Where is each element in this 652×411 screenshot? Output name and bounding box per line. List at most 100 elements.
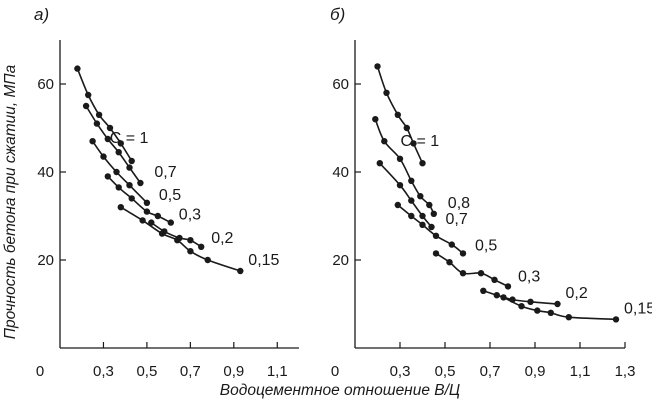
- data-point: [459, 250, 467, 257]
- panel-1-axes: а) 0 0,3 0,5 0,7 0,9 1,1 20 40 60: [34, 5, 299, 380]
- data-point: [117, 204, 125, 211]
- data-point: [126, 182, 133, 189]
- data-point: [518, 303, 525, 310]
- data-point: [85, 91, 92, 99]
- data-point: [374, 63, 381, 70]
- data-point: [534, 307, 541, 314]
- data-point: [204, 256, 211, 264]
- series-label: 0,15: [248, 252, 279, 269]
- x-tick-label: 0,5: [136, 363, 157, 380]
- data-point: [448, 241, 455, 248]
- y-tick-label: 60: [37, 76, 54, 93]
- data-point: [82, 102, 90, 110]
- data-point: [410, 140, 417, 147]
- data-point: [430, 210, 437, 217]
- data-point: [187, 248, 194, 255]
- data-point: [137, 179, 144, 187]
- data-point: [419, 221, 426, 228]
- data-point: [408, 177, 415, 184]
- x-tick-label: 0,5: [435, 363, 456, 380]
- data-point: [139, 217, 146, 224]
- series-label: 0,7: [154, 164, 176, 181]
- data-point: [187, 237, 194, 244]
- x-tick-label: 1,1: [570, 363, 591, 380]
- data-point: [174, 237, 181, 244]
- data-point: [128, 157, 135, 165]
- x-tick-label: 0,3: [390, 363, 411, 380]
- panel-label: б): [330, 5, 345, 24]
- data-point: [237, 267, 244, 275]
- panel-2-series-7: 0,15: [500, 294, 652, 323]
- series-label: 0,15: [624, 300, 652, 317]
- panel-2-series-6: 0,2: [480, 285, 588, 308]
- data-point: [143, 199, 151, 206]
- data-point: [383, 89, 390, 97]
- series-line: [483, 290, 558, 305]
- panel-1-series-6: 0,15: [117, 204, 280, 275]
- data-point: [459, 270, 467, 277]
- data-point: [477, 270, 485, 277]
- axes-layer: а) 0 0,3 0,5 0,7 0,9 1,1 20 40 60 б) 0 0,3 0,5 0,7 0,9 1…: [34, 5, 635, 380]
- x-tick-label: 0,7: [180, 363, 201, 380]
- y-tick-label: 60: [332, 76, 349, 93]
- data-point: [100, 153, 107, 160]
- series-label: 0,5: [475, 237, 497, 254]
- data-point: [154, 212, 161, 220]
- data-point: [446, 259, 453, 266]
- series-line: [76, 68, 133, 162]
- series-label: С = 1: [401, 133, 440, 150]
- panel-1-series-2: 0,7: [82, 102, 177, 187]
- x-axis-title: Водоцементное отношение В/Ц: [220, 382, 460, 399]
- x-tick-label: 0,7: [480, 363, 501, 380]
- data-point: [491, 276, 498, 283]
- series-label: 0,2: [566, 285, 588, 302]
- x-tick-label: 0,9: [525, 363, 546, 380]
- data-point: [95, 111, 103, 119]
- x-tick-label: 0,3: [93, 363, 114, 380]
- origin-label: 0: [331, 363, 339, 380]
- y-tick-label: 20: [37, 252, 54, 269]
- data-point: [547, 309, 554, 316]
- data-point: [504, 283, 512, 290]
- data-point: [93, 120, 101, 127]
- data-point: [493, 292, 500, 299]
- y-tick-label: 40: [332, 164, 349, 181]
- data-point: [428, 223, 435, 231]
- series-label: С = 1: [110, 130, 149, 147]
- panel-2-series-4: 0,5: [394, 201, 497, 257]
- data-point: [432, 250, 440, 257]
- data-point: [376, 160, 383, 167]
- series-label: 0,3: [518, 268, 540, 285]
- panel-2-series-2: 0,8: [372, 116, 470, 217]
- series-label: 0,2: [211, 230, 233, 247]
- data-point: [565, 314, 572, 321]
- y-tick-label: 40: [37, 164, 54, 181]
- data-point: [419, 212, 426, 220]
- data-point: [432, 232, 440, 239]
- data-point: [527, 298, 534, 305]
- data-point: [104, 135, 112, 143]
- data-point: [372, 116, 379, 123]
- data-point: [104, 173, 112, 180]
- data-point: [396, 155, 404, 162]
- origin-label: 0: [36, 363, 44, 380]
- data-point: [158, 230, 166, 237]
- data-point: [403, 124, 410, 132]
- panel-1-series-4: 0,3: [104, 173, 201, 226]
- series-label: 0,3: [179, 207, 201, 224]
- data-point: [115, 149, 122, 156]
- panel-2-series-5: 0,3: [432, 250, 540, 290]
- data-point: [126, 164, 133, 171]
- data-point: [394, 201, 401, 209]
- data-point: [148, 219, 155, 226]
- data-point: [500, 294, 507, 301]
- y-axis-title: Прочность бетона при сжатии, МПа: [2, 64, 19, 339]
- data-point: [106, 124, 114, 132]
- data-point: [408, 212, 415, 220]
- data-point: [394, 111, 401, 119]
- data-point: [128, 195, 135, 202]
- data-point: [408, 197, 415, 204]
- data-point: [419, 160, 426, 167]
- data-point: [612, 316, 620, 323]
